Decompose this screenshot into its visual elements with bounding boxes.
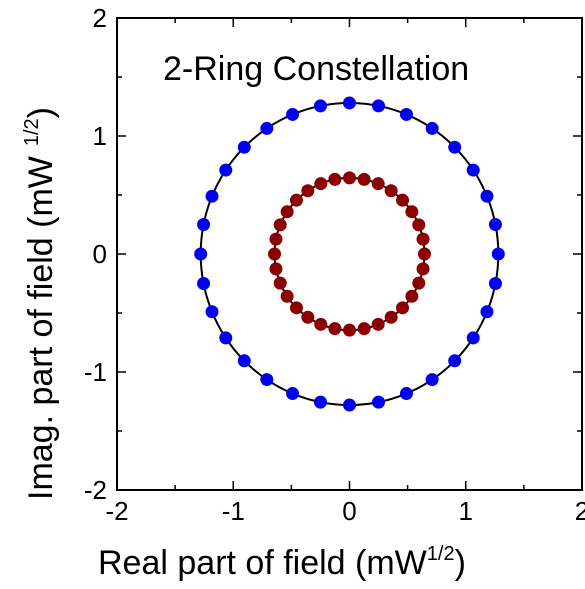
inner-ring-point: [328, 322, 342, 336]
outer-ring-point: [448, 354, 462, 368]
outer-ring-point: [372, 395, 386, 409]
y-axis-title-close: ): [22, 107, 60, 118]
inner-ring-point: [280, 205, 294, 219]
inner-ring-point: [301, 184, 315, 198]
y-axis-title-main: Imag. part of field (mW: [22, 156, 60, 500]
x-axis-title-close: ): [455, 544, 466, 582]
outer-ring-point: [286, 387, 300, 401]
outer-ring-point: [448, 140, 462, 154]
outer-ring-point: [491, 247, 505, 261]
inner-ring-point: [289, 193, 303, 207]
outer-ring-point: [343, 96, 356, 110]
axis-ticks: [116, 17, 583, 491]
outer-ring-point: [343, 398, 356, 412]
y-tick-label: 2: [93, 3, 107, 33]
x-tick-label: -2: [105, 496, 128, 526]
inner-ring-point: [371, 317, 385, 331]
inner-ring-point: [343, 323, 356, 337]
x-tick-label: 1: [459, 496, 473, 526]
outer-ring-point: [466, 331, 480, 345]
outer-ring-point: [286, 107, 300, 121]
y-tick-label: 0: [93, 239, 107, 269]
inner-ring-point: [396, 301, 410, 315]
inner-ring-point: [416, 262, 430, 276]
outer-ring-point: [205, 189, 219, 203]
inner-ring-point: [412, 276, 426, 290]
y-tick-label: -1: [84, 357, 107, 387]
outer-ring-point: [197, 276, 211, 290]
inner-ring-point: [269, 262, 283, 276]
y-tick-label: -2: [84, 475, 107, 505]
inner-ring-point: [384, 184, 398, 198]
outer-ring-point: [313, 395, 327, 409]
y-tick-labels: -2 -1 0 1 2: [84, 3, 107, 505]
inner-ring-point: [269, 232, 283, 246]
plot-frame: [116, 17, 583, 491]
outer-ring-point: [480, 305, 494, 319]
outer-ring-point: [425, 121, 439, 135]
outer-ring-point: [466, 163, 480, 177]
outer-ring-point: [219, 163, 233, 177]
outer-ring-point: [260, 373, 274, 387]
outer-ring-point: [260, 121, 274, 135]
constellation-points: [194, 96, 505, 412]
outer-ring-point: [399, 107, 413, 121]
x-axis-title-sup: 1/2: [427, 543, 455, 565]
outer-ring-point: [425, 373, 439, 387]
x-tick-label: 0: [342, 496, 356, 526]
inner-ring-point: [405, 205, 419, 219]
x-axis-title: Real part of field (mW1/2): [98, 543, 466, 582]
outer-ring-point: [237, 140, 251, 154]
outer-ring-point: [488, 276, 502, 290]
outer-ring-point: [372, 99, 386, 113]
outer-ring-point: [194, 247, 208, 261]
inner-ring-point: [371, 177, 385, 191]
inner-ring-point: [328, 172, 342, 186]
inner-ring-point: [357, 322, 371, 336]
y-tick-label: 1: [93, 121, 107, 151]
inner-ring-point: [280, 289, 294, 303]
inner-ring-point: [396, 193, 410, 207]
inner-ring-point: [314, 177, 328, 191]
y-axis-title-sup: 1/2: [21, 118, 43, 146]
x-tick-labels: -2 -1 0 1 2: [105, 496, 585, 526]
x-axis-title-main: Real part of field (mW: [98, 544, 427, 582]
inner-ring-point: [384, 310, 398, 324]
outer-ring-point: [313, 99, 327, 113]
x-tick-label: -1: [222, 496, 245, 526]
outer-ring-point: [480, 189, 494, 203]
inner-ring-point: [314, 317, 328, 331]
inner-ring-point: [416, 232, 430, 246]
outer-ring-point: [197, 218, 211, 232]
outer-ring-point: [237, 354, 251, 368]
inner-ring-point: [273, 276, 287, 290]
x-tick-label: 2: [575, 496, 585, 526]
y-axis-title: Imag. part of field (mW 1/2): [21, 107, 60, 500]
inner-ring-point: [268, 247, 282, 261]
legend-label: 2-Ring Constellation: [163, 50, 469, 88]
inner-ring-point: [301, 310, 315, 324]
inner-ring-point: [357, 172, 371, 186]
outer-ring-point: [399, 387, 413, 401]
inner-ring-point: [273, 218, 287, 232]
inner-ring-point: [289, 301, 303, 315]
inner-ring-point: [343, 171, 356, 185]
outer-ring-point: [219, 331, 233, 345]
inner-ring-point: [412, 218, 426, 232]
outer-ring-point: [488, 218, 502, 232]
inner-ring-point: [405, 289, 419, 303]
inner-ring-point: [417, 247, 431, 261]
outer-ring-point: [205, 305, 219, 319]
